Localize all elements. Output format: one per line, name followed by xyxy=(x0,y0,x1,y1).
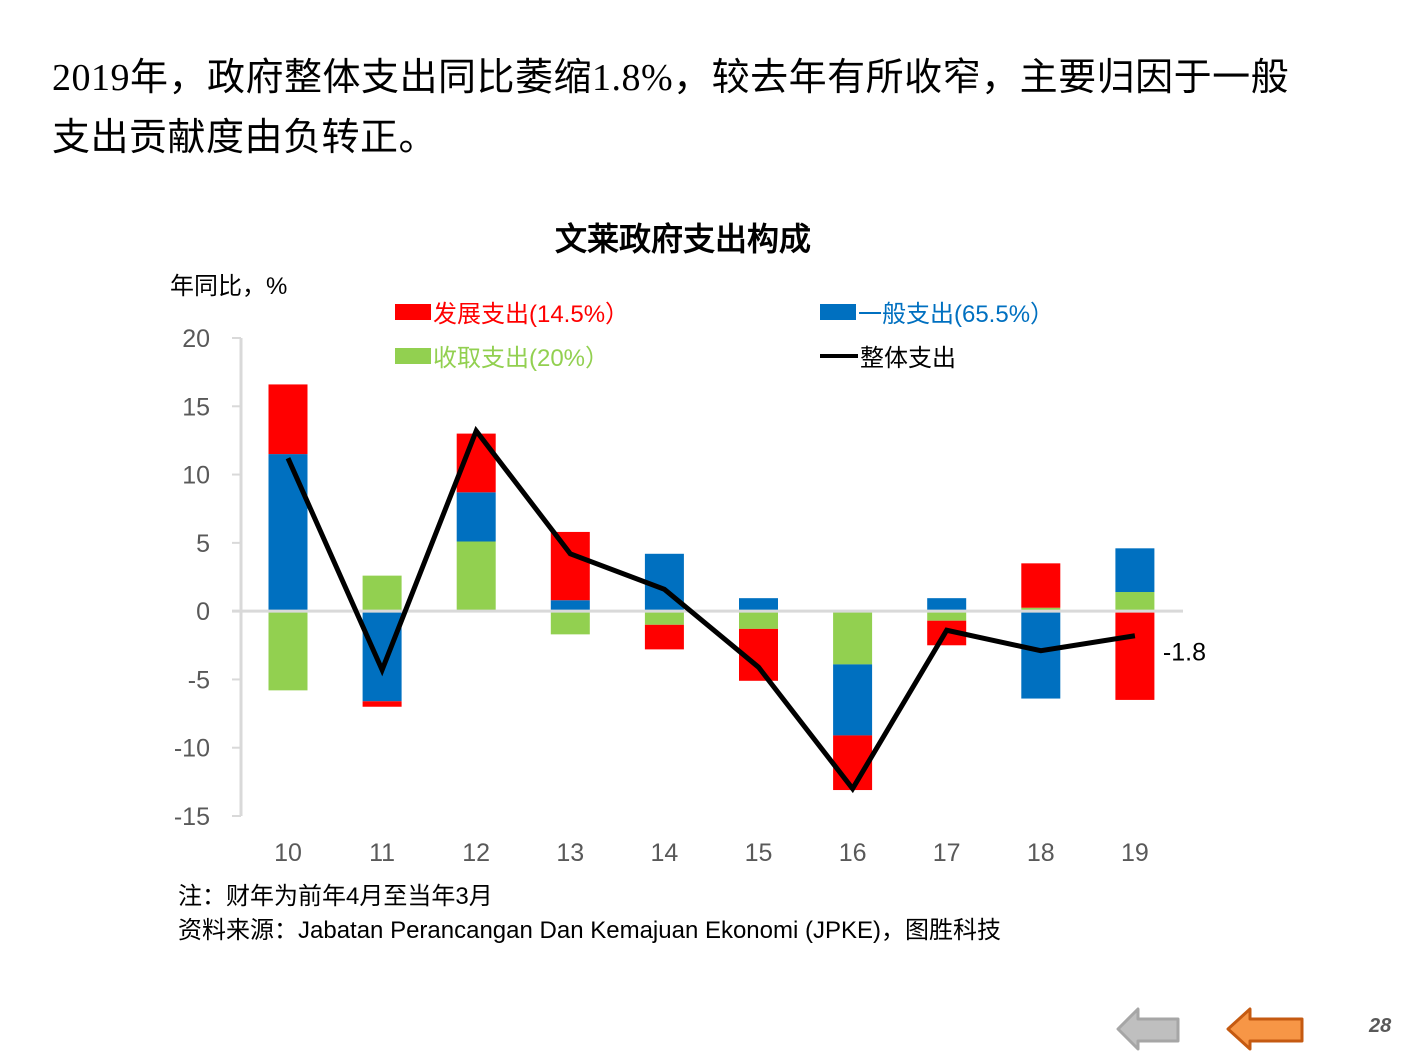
bar-segment xyxy=(268,454,308,612)
legend-item-total: 整体支出 xyxy=(820,338,956,373)
x-tick-label: 18 xyxy=(1027,839,1055,867)
legend-label-total: 整体支出 xyxy=(860,345,956,372)
y-axis-label: 年同比，% xyxy=(170,273,288,300)
bar-segment xyxy=(362,701,402,707)
bar-segment xyxy=(927,611,967,621)
bar-segment xyxy=(362,575,402,612)
bar-segment xyxy=(550,611,590,635)
legend-swatch-collection xyxy=(395,347,431,364)
headline-line-1: 2019年，政府整体支出同比萎缩1.8%，较去年有所收窄，主要归因于一般 xyxy=(52,57,1290,99)
x-tick-label: 11 xyxy=(369,839,395,867)
x-tick-label: 15 xyxy=(745,839,773,867)
x-tick-label: 19 xyxy=(1121,839,1149,867)
bar-segment xyxy=(644,624,684,650)
y-tick-label: 5 xyxy=(196,530,210,558)
y-tick-label: 10 xyxy=(182,462,210,490)
arrow-left-orange-icon xyxy=(1226,1007,1304,1051)
bar-segment xyxy=(456,492,496,542)
bar-segment xyxy=(1115,548,1155,593)
label-layer: -1.8 xyxy=(1163,639,1206,667)
y-tick-label: -5 xyxy=(188,666,210,694)
x-tick-label: 12 xyxy=(462,839,490,867)
chart-title: 文莱政府支出构成 xyxy=(554,221,811,257)
legend-label-general: 一般支出(65.5%） xyxy=(858,301,1055,328)
bar-segment xyxy=(456,541,496,612)
x-tick-label: 16 xyxy=(839,839,867,867)
y-tick-label: 15 xyxy=(182,393,210,421)
back-button[interactable] xyxy=(1224,1005,1304,1053)
bar-segment xyxy=(833,664,873,736)
y-tick-label: -15 xyxy=(174,803,210,831)
headline-line-2: 支出贡献度由负转正。 xyxy=(52,117,438,159)
bar-segment xyxy=(739,611,778,629)
arrow-left-gray-icon xyxy=(1116,1007,1180,1051)
bar-segment xyxy=(1021,563,1061,608)
bar-segment xyxy=(1021,607,1061,612)
legend-label-collection: 收取支出(20%） xyxy=(433,345,610,372)
y-tick-label: -10 xyxy=(174,735,210,763)
x-tick-label: 10 xyxy=(274,839,302,867)
axis-layer: 20 15 10 5 0 -5 -10 -15 10 11 12 13 14 15 16 17 18 19 xyxy=(174,325,1149,867)
legend-swatch-general xyxy=(820,303,856,320)
legend-item-collection: 收取支出(20%） xyxy=(395,338,609,373)
bar-segment xyxy=(268,611,308,691)
data-label: -1.8 xyxy=(1163,639,1206,667)
legend-item-general: 一般支出(65.5%） xyxy=(820,294,1054,329)
bar-segment xyxy=(739,598,778,612)
bar-segment xyxy=(644,611,684,625)
bar-segment xyxy=(550,600,590,612)
prev-page-button[interactable] xyxy=(1114,1005,1184,1053)
headline: 2019年，政府整体支出同比萎缩1.8%，较去年有所收窄，主要归因于一般 支出贡… xyxy=(52,48,1372,168)
bar-layer xyxy=(268,384,1155,791)
chart-source: 资料来源：Jabatan Perancangan Dan Kemajuan Ek… xyxy=(178,917,1002,944)
legend-item-development: 发展支出(14.5%） xyxy=(395,294,629,329)
bar-segment xyxy=(268,384,308,455)
x-tick-label: 14 xyxy=(650,839,678,867)
bar-segment xyxy=(362,611,402,702)
legend-swatch-development xyxy=(395,303,431,320)
bar-segment xyxy=(1115,592,1155,612)
legend-line-total xyxy=(820,353,858,358)
bar-segment xyxy=(1021,611,1061,699)
total-expenditure-line xyxy=(285,425,1136,794)
bar-segment xyxy=(550,531,590,601)
bar-segment xyxy=(927,598,967,612)
x-tick-label: 17 xyxy=(933,839,961,867)
bar-segment xyxy=(833,611,873,665)
bar-segment xyxy=(1115,611,1155,700)
chart-note: 注：财年为前年4月至当年3月 xyxy=(178,883,493,910)
y-tick-label: 0 xyxy=(196,598,210,626)
page-number: 28 xyxy=(1369,1015,1392,1037)
x-tick-label: 13 xyxy=(556,839,584,867)
y-tick-label: 20 xyxy=(182,325,210,353)
line-layer xyxy=(285,425,1136,794)
legend-label-development: 发展支出(14.5%） xyxy=(433,301,630,328)
